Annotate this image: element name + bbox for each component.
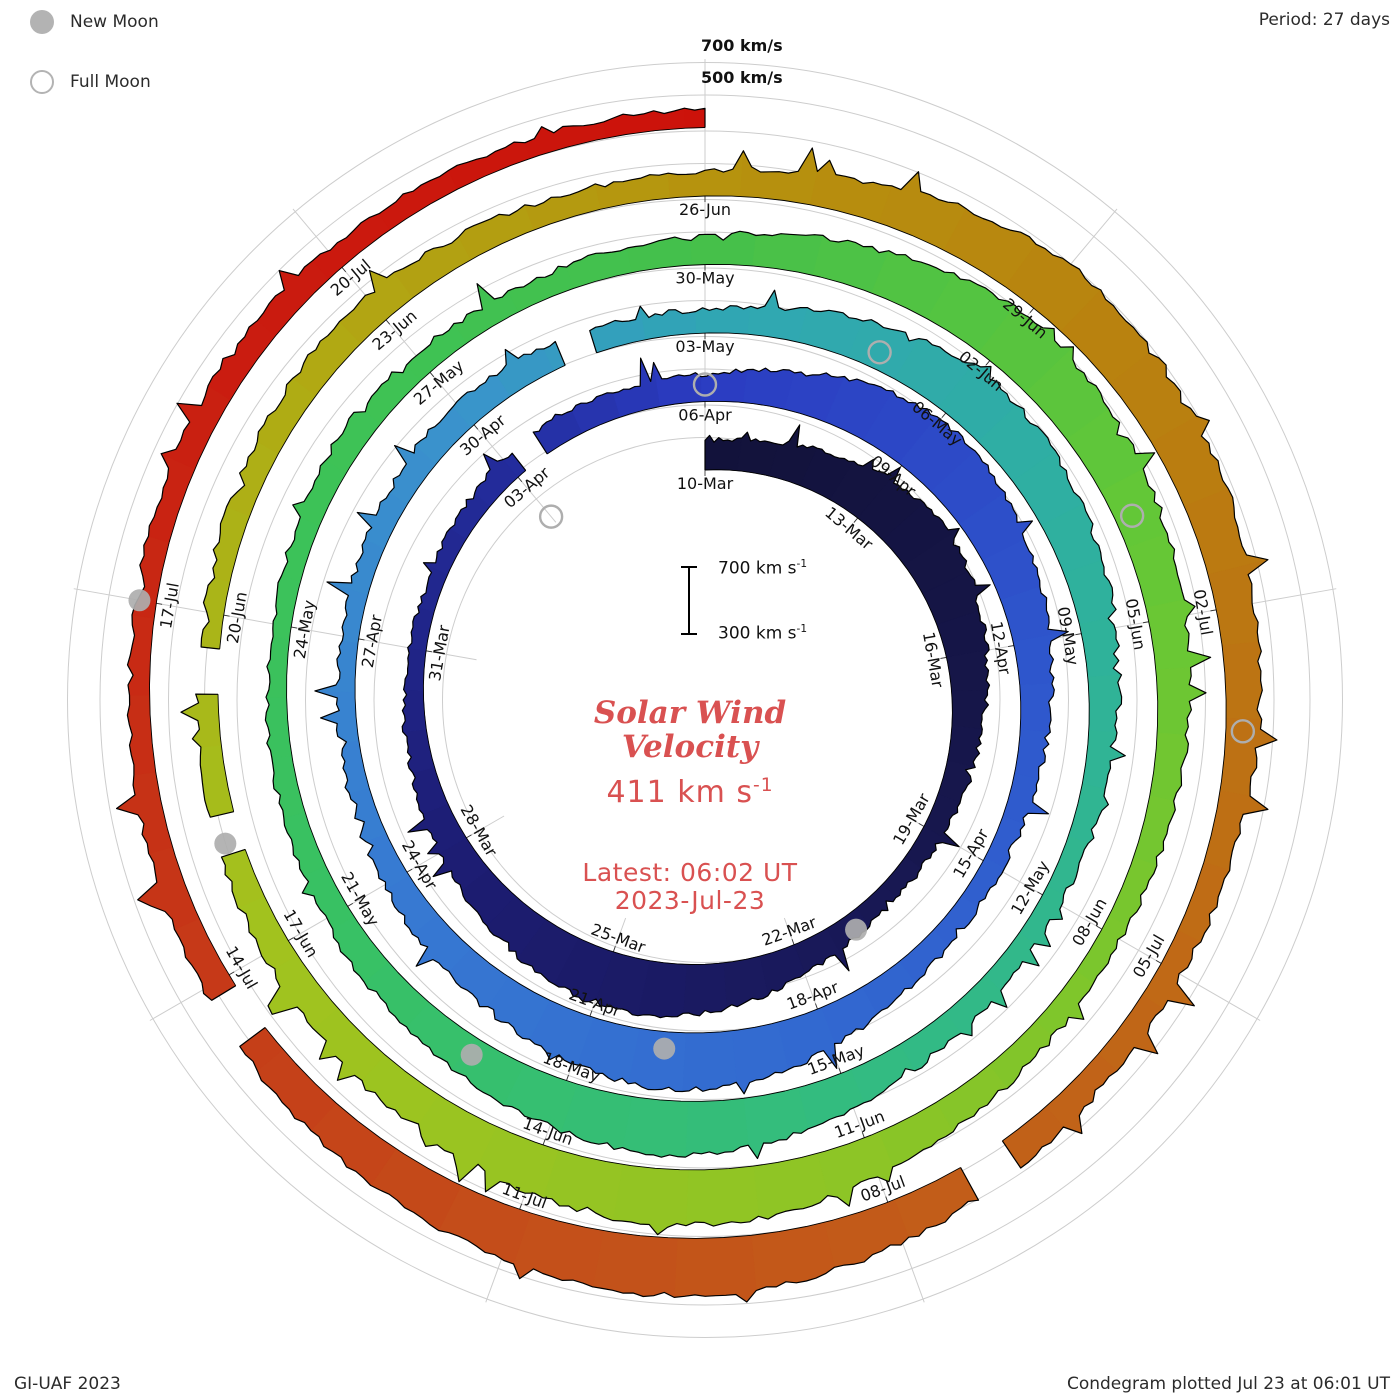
title-line1: Solar Wind <box>593 695 787 731</box>
scale-bar-top-label: 700 km s-1 <box>718 558 807 579</box>
new-moon-marker <box>214 832 237 855</box>
plotted-label: Condegram plotted Jul 23 at 06:01 UT <box>1066 1374 1390 1394</box>
full-moon-icon <box>30 70 54 94</box>
new-moon-marker <box>845 918 868 941</box>
scale-bar-bottom-label: 300 km s-1 <box>718 623 807 644</box>
velocity-trace-outline <box>116 107 1278 1303</box>
legend-full-moon: Full Moon <box>30 70 151 94</box>
scale-bar-top-sup: -1 <box>796 558 808 570</box>
date-label: 17-Jul <box>156 581 183 630</box>
full-moon-marker <box>1230 719 1256 744</box>
new-moon-marker <box>653 1037 676 1060</box>
scale-bar-top-text: 700 km s <box>718 558 797 579</box>
date-label: 06-Apr <box>678 406 732 425</box>
credit-label: GI-UAF 2023 <box>14 1374 121 1394</box>
date-label: 10-Mar <box>677 474 734 493</box>
velocity-value-sup: -1 <box>753 775 774 796</box>
period-label: Period: 27 days <box>1258 10 1390 30</box>
latest-date-line: 2023-Jul-23 <box>614 886 766 915</box>
date-label: 30-May <box>675 269 734 288</box>
outer-scale-500-label: 500 km/s <box>701 68 783 87</box>
latest-time-line: Latest: 06:02 UT <box>582 858 798 887</box>
full-moon-marker <box>692 372 718 397</box>
legend-new-moon: New Moon <box>30 10 159 34</box>
date-label: 26-Jun <box>679 200 731 219</box>
title-line2: Velocity <box>621 729 759 765</box>
new-moon-marker <box>128 589 151 612</box>
date-label: 20-Jun <box>223 590 251 645</box>
date-label: 03-May <box>675 337 734 356</box>
full-moon-marker <box>1119 503 1145 528</box>
new-moon-label: New Moon <box>70 12 159 32</box>
moon-markers <box>128 340 1256 1066</box>
outer-scale-700-label: 700 km/s <box>701 36 783 55</box>
full-moon-label: Full Moon <box>70 72 151 92</box>
velocity-value-text: 411 km s <box>606 775 753 810</box>
new-moon-marker <box>460 1043 483 1066</box>
date-label: 27-Apr <box>358 613 386 669</box>
scale-bar-bottom-sup: -1 <box>796 623 808 635</box>
scale-bar-bottom-text: 300 km s <box>718 623 797 644</box>
new-moon-icon <box>30 10 54 34</box>
date-label: 02-Jul <box>1190 588 1217 637</box>
latest-velocity-value: 411 km s-1 <box>490 775 890 810</box>
full-moon-marker <box>867 340 892 365</box>
full-moon-marker <box>538 504 564 529</box>
velocity-scale-bar <box>681 566 697 635</box>
